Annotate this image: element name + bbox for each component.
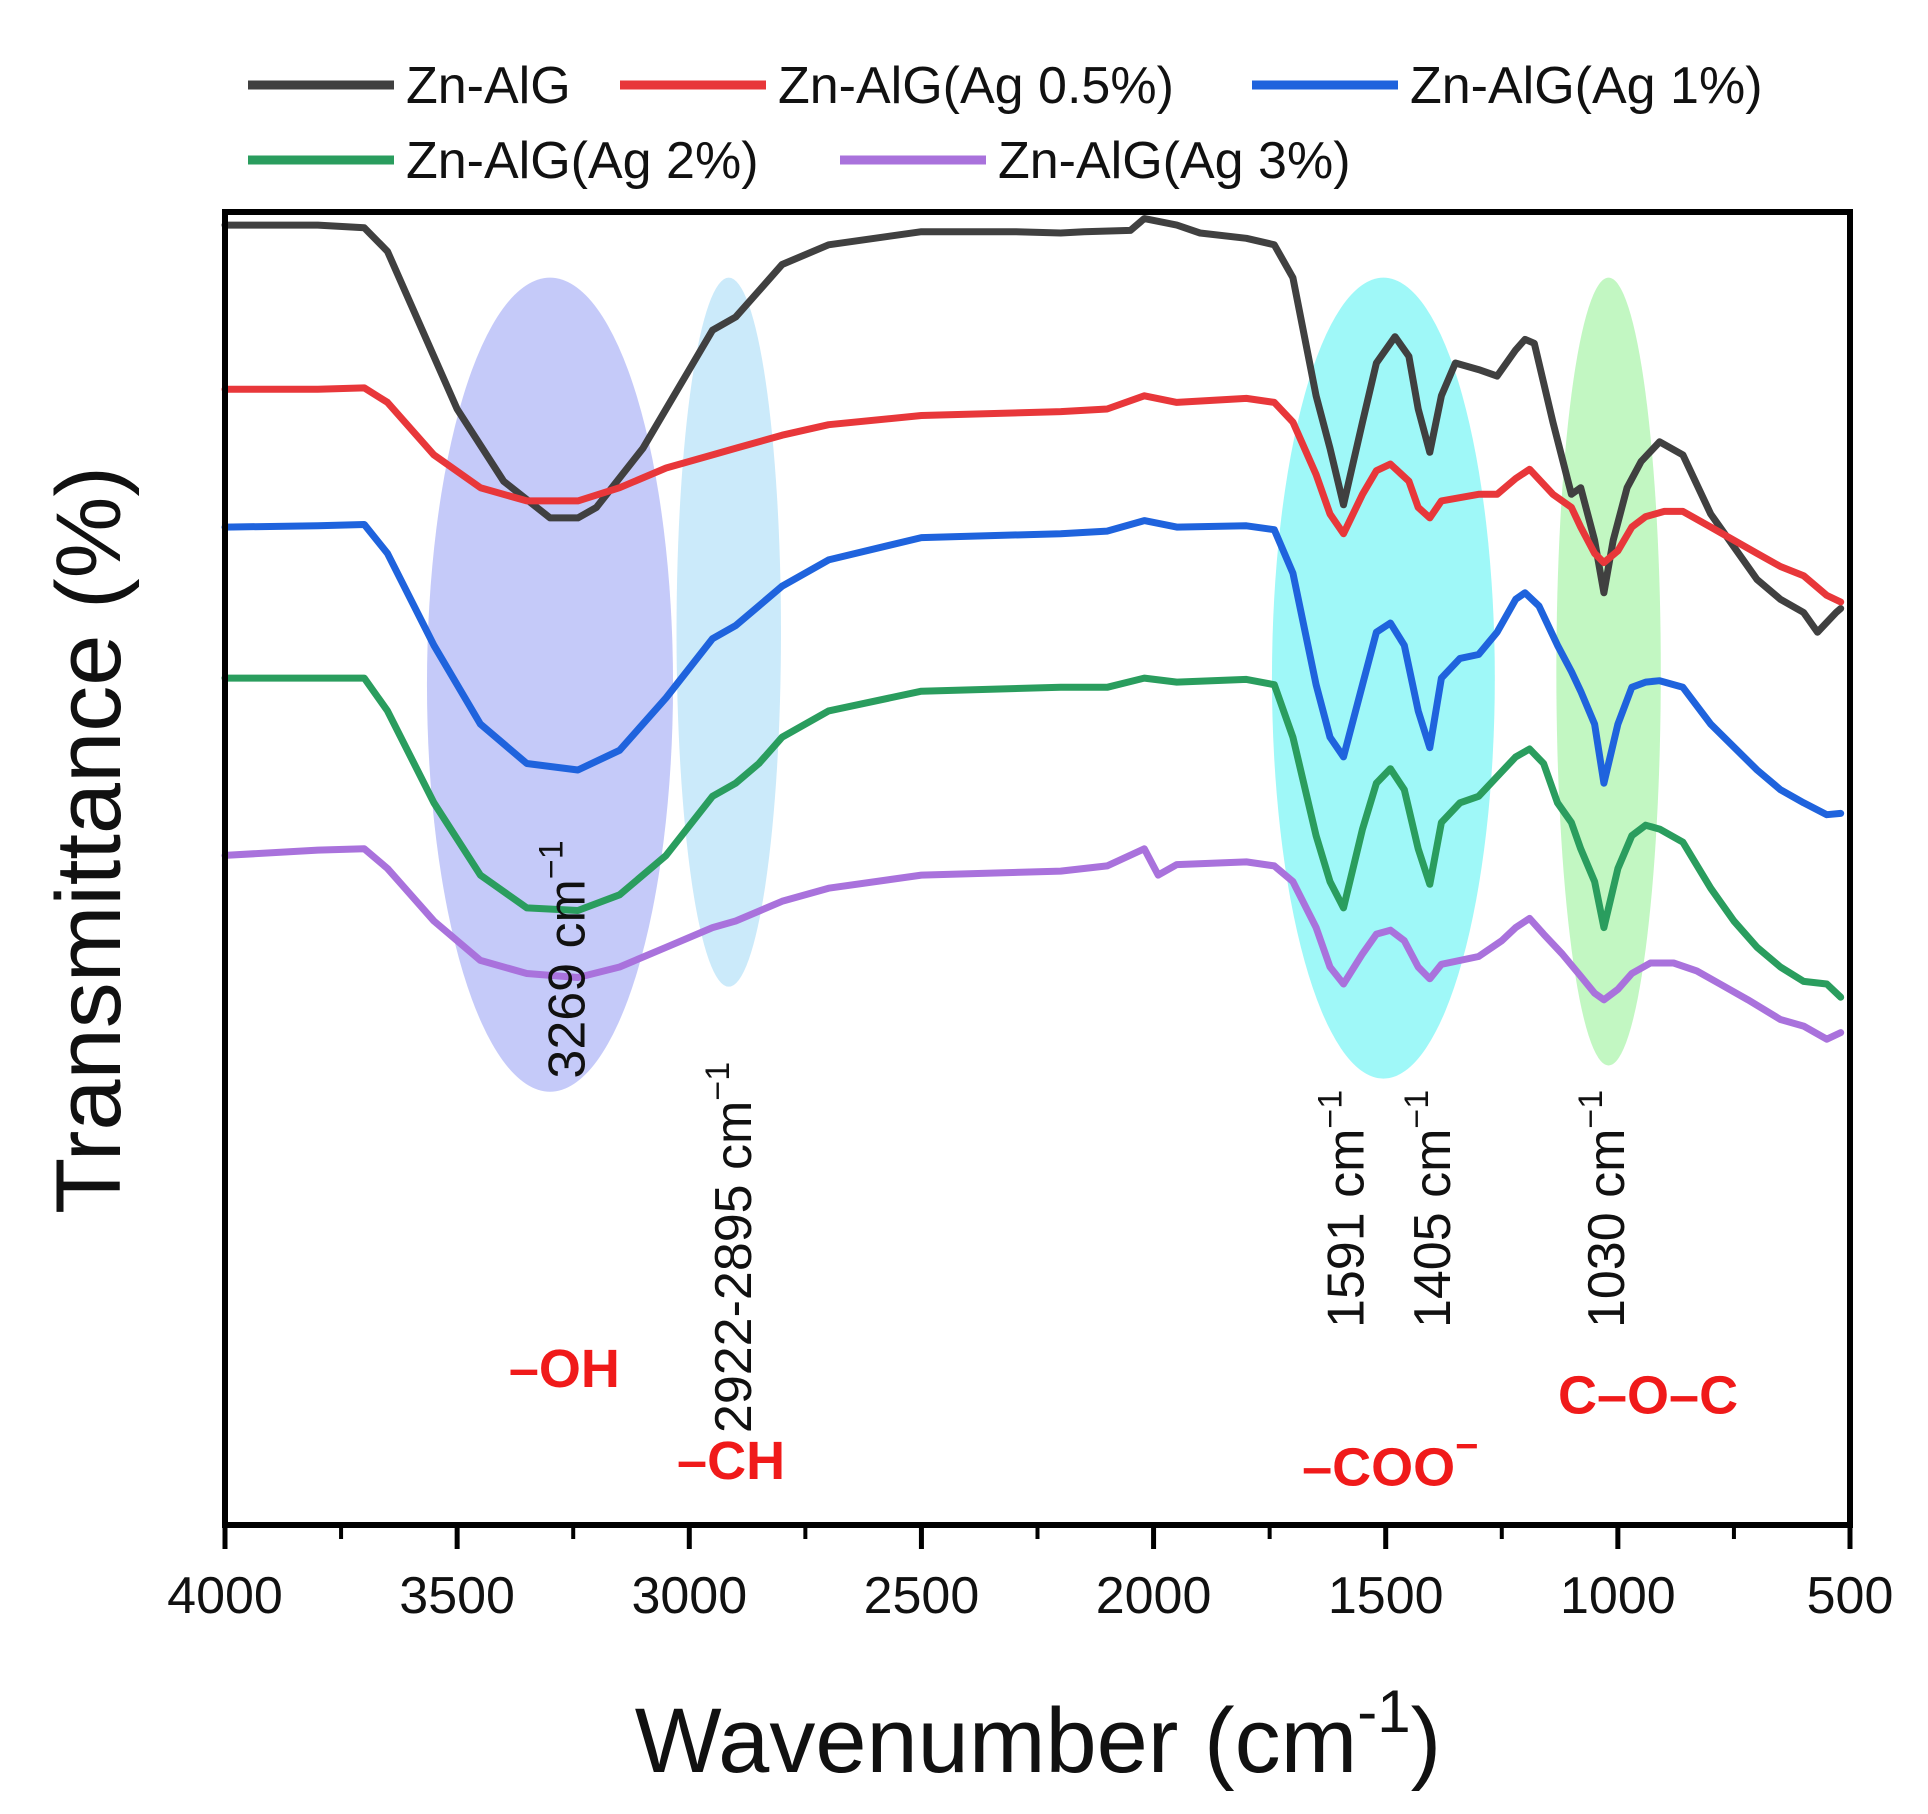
series-line-0 (221, 215, 1845, 636)
legend-label-4: Zn-AlG(Ag 3%) (998, 132, 1351, 190)
functional-group-labels: –OH –CH –COO− C–O–C (509, 1339, 1738, 1497)
legend-label-1: Zn-AlG(Ag 0.5%) (778, 57, 1174, 115)
y-axis-label: Transmittance (%) (38, 466, 140, 1214)
ch-group-label: –CH (677, 1431, 785, 1491)
x-tick-label: 1000 (1560, 1567, 1676, 1625)
legend-label-2: Zn-AlG(Ag 1%) (1410, 57, 1763, 115)
coc-group-label: C–O–C (1558, 1365, 1738, 1425)
label-3269: 3269 cm−1 (532, 840, 596, 1078)
coo-group-label: –COO− (1302, 1425, 1478, 1498)
peak-annotations: 3269 cm−1 2922-2895 cm−1 1591 cm−1 1405 cm−… (532, 840, 1636, 1433)
x-tick-label: 1500 (1328, 1567, 1444, 1625)
series-lines (221, 215, 1845, 1043)
label-1591: 1591 cm−1 (1311, 1090, 1375, 1328)
legend: Zn-AlG Zn-AlG(Ag 0.5%) Zn-AlG(Ag 1%) Zn-AlG… (248, 57, 1763, 190)
x-tick-label: 2000 (1096, 1567, 1212, 1625)
legend-label-3: Zn-AlG(Ag 2%) (406, 132, 759, 190)
label-1030: 1030 cm−1 (1572, 1090, 1636, 1328)
oh-region (426, 277, 674, 1092)
x-axis-label: Wavenumber (cm-1) (635, 1678, 1442, 1792)
label-1405: 1405 cm−1 (1398, 1090, 1462, 1328)
series-line-1 (221, 384, 1845, 606)
legend-label-0: Zn-AlG (406, 57, 571, 115)
x-tick-label: 500 (1807, 1567, 1894, 1625)
x-tick-label: 2500 (864, 1567, 980, 1625)
series-line-2 (221, 517, 1845, 819)
x-tick-label: 3000 (631, 1567, 747, 1625)
x-tick-label: 4000 (167, 1567, 283, 1625)
series-line-4 (221, 845, 1845, 1043)
x-tick-label: 3500 (399, 1567, 515, 1625)
series-line-3 (221, 674, 1845, 1001)
label-2922: 2922-2895 cm−1 (699, 1062, 763, 1433)
oh-group-label: –OH (509, 1339, 620, 1399)
x-axis-ticks: 4000 3500 3000 2500 2000 1500 1000 500 (167, 1525, 1893, 1625)
